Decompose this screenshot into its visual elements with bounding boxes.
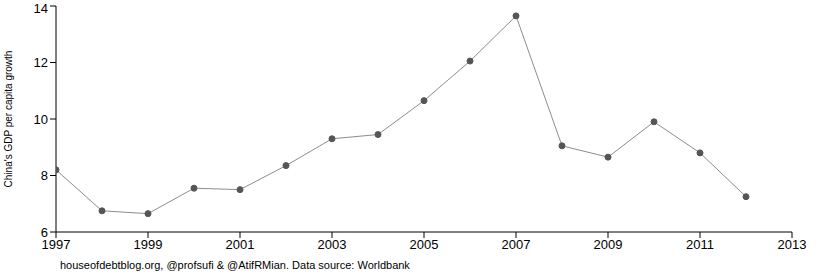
svg-text:1997: 1997 — [41, 237, 71, 253]
svg-text:2003: 2003 — [318, 237, 347, 252]
svg-text:14: 14 — [34, 1, 48, 16]
svg-text:2007: 2007 — [502, 237, 531, 252]
svg-text:2005: 2005 — [410, 237, 439, 252]
svg-text:2013: 2013 — [778, 237, 807, 252]
svg-text:2009: 2009 — [594, 237, 623, 252]
svg-text:2011: 2011 — [686, 237, 714, 252]
svg-text:2001: 2001 — [226, 237, 255, 252]
svg-text:China's GDP per capita growth: China's GDP per capita growth — [8, 51, 14, 188]
html-text:houseofdebtblog.org, @profsufi: houseofdebtblog.org, @profsufi & @AtifRM… — [60, 259, 410, 271]
svg-text:6: 6 — [41, 225, 48, 240]
svg-text:1999: 1999 — [134, 237, 163, 252]
svg-text:8: 8 — [41, 168, 48, 183]
svg-text:10: 10 — [34, 112, 48, 127]
svg-text:12: 12 — [34, 55, 48, 70]
